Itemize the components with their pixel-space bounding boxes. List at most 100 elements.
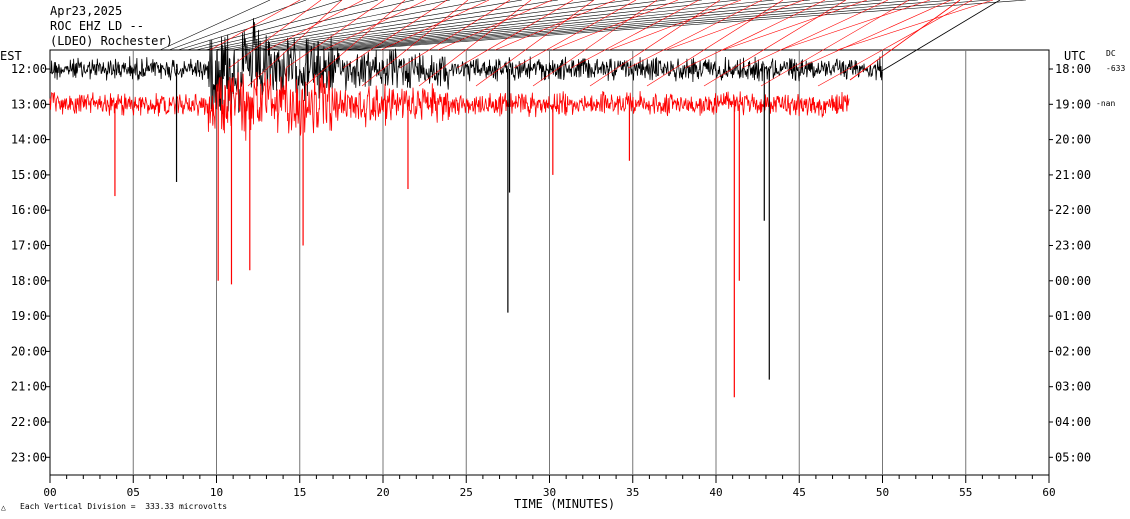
x-tick-label: 30 <box>543 486 556 499</box>
overflow-line <box>321 0 919 51</box>
overflow-line <box>266 0 364 51</box>
overflow-line <box>267 0 703 51</box>
overflow-line <box>276 0 739 51</box>
overflow-line <box>240 0 595 51</box>
overflow-line <box>532 0 658 87</box>
overflow-line <box>836 0 994 51</box>
overflow-line <box>339 0 991 51</box>
left-axis-title: EST <box>0 49 22 63</box>
overflow-line <box>186 0 379 51</box>
overflow-line <box>879 0 1001 73</box>
overflow-line <box>589 0 721 87</box>
overflow-line <box>312 0 883 51</box>
right-tick-label: 22:00 <box>1055 203 1091 217</box>
dc-value: -633 <box>1106 64 1126 73</box>
overflow-line <box>342 0 448 69</box>
left-tick-label: 23:00 <box>11 450 47 464</box>
right-tick-label: 04:00 <box>1055 415 1091 429</box>
right-tick-label: 18:00 <box>1055 62 1091 76</box>
overflow-line <box>213 0 487 51</box>
overflow-line <box>399 0 511 69</box>
overflow-line <box>258 0 667 51</box>
right-tick-label: 21:00 <box>1055 168 1091 182</box>
x-tick-label: 35 <box>626 486 639 499</box>
right-tick-label: 02:00 <box>1055 344 1091 358</box>
overflow-line <box>294 0 811 51</box>
overflow-line <box>195 0 415 51</box>
overflow-line <box>741 0 889 69</box>
header-network: (LDEO) Rochester) <box>50 34 173 48</box>
left-tick-label: 21:00 <box>11 380 47 394</box>
overflow-line <box>228 0 322 69</box>
overflow-line <box>418 0 532 87</box>
left-tick-label: 20:00 <box>11 344 47 358</box>
right-tick-label: 23:00 <box>1055 239 1091 253</box>
left-tick-label: 12:00 <box>11 62 47 76</box>
left-tick-label: 22:00 <box>11 415 47 429</box>
x-tick-label: 60 <box>1042 486 1055 499</box>
footer-mark: △ <box>1 503 6 512</box>
overflow-line <box>456 0 574 69</box>
x-axis-title: TIME (MINUTES) <box>514 497 616 511</box>
overflow-line <box>722 0 868 51</box>
header-station: ROC EHZ LD -- <box>50 19 144 33</box>
overflow-line <box>665 0 805 51</box>
overflow-line <box>303 0 847 51</box>
overflow-line <box>330 0 955 51</box>
overflow-line <box>684 0 826 69</box>
dc-value-secondary: -nan <box>1096 99 1116 108</box>
overflow-line <box>627 0 763 69</box>
right-tick-label: 20:00 <box>1055 133 1091 147</box>
overflow-line <box>437 0 553 51</box>
right-tick-label: 01:00 <box>1055 309 1091 323</box>
overflow-line <box>570 0 700 69</box>
x-tick-label: 05 <box>127 486 140 499</box>
x-tick-label: 00 <box>43 486 56 499</box>
overflow-line <box>304 0 406 87</box>
overflow-line <box>760 0 910 87</box>
overflow-line <box>209 0 301 51</box>
overflow-line <box>779 0 931 51</box>
overflow-line <box>222 0 523 51</box>
overflow-line <box>703 0 847 87</box>
x-tick-label: 15 <box>293 486 306 499</box>
overflow-line <box>380 0 490 51</box>
overflow-line <box>608 0 742 51</box>
overflow-line <box>646 0 784 87</box>
right-tick-label: 05:00 <box>1055 450 1091 464</box>
right-axis-title: UTC <box>1064 49 1086 63</box>
overflow-line <box>551 0 679 51</box>
left-tick-label: 17:00 <box>11 239 47 253</box>
x-tick-label: 25 <box>460 486 473 499</box>
x-tick-label: 50 <box>876 486 889 499</box>
left-tick-label: 13:00 <box>11 97 47 111</box>
x-tick-label: 45 <box>793 486 806 499</box>
overflow-line <box>361 0 469 87</box>
right-tick-label: 00:00 <box>1055 274 1091 288</box>
overflow-line <box>494 0 616 51</box>
x-tick-label: 20 <box>376 486 389 499</box>
vertical-scale-note: Each Vertical Division = 333.33 microvol… <box>20 502 228 511</box>
header-date: Apr23,2025 <box>50 4 123 18</box>
overflow-line <box>285 0 385 69</box>
overflow-line <box>323 0 427 51</box>
overflow-line <box>247 0 343 87</box>
overflow-line <box>348 0 1027 51</box>
overflow-line <box>168 0 307 51</box>
overflow-line <box>177 0 343 51</box>
left-tick-label: 18:00 <box>11 274 47 288</box>
trace-row-12:00 <box>49 18 883 125</box>
overflow-line <box>513 0 637 69</box>
dc-label: DC <box>1106 49 1116 58</box>
left-tick-label: 15:00 <box>11 168 47 182</box>
x-tick-label: 10 <box>210 486 223 499</box>
x-tick-label: 55 <box>959 486 972 499</box>
left-tick-label: 19:00 <box>11 309 47 323</box>
x-tick-label: 40 <box>709 486 722 499</box>
overflow-line <box>849 0 961 81</box>
left-tick-label: 14:00 <box>11 133 47 147</box>
overflow-line <box>817 0 973 87</box>
left-tick-label: 16:00 <box>11 203 47 217</box>
overflow-line <box>159 0 271 51</box>
